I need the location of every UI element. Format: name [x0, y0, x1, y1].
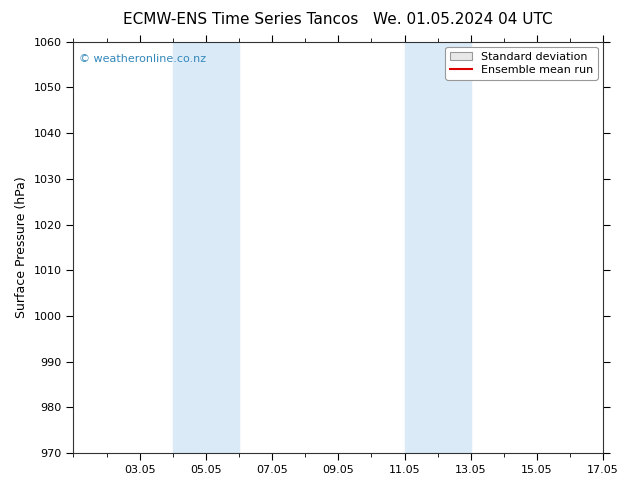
Text: ECMW-ENS Time Series Tancos: ECMW-ENS Time Series Tancos [123, 12, 359, 27]
Bar [173, 42, 206, 453]
Y-axis label: Surface Pressure (hPa): Surface Pressure (hPa) [15, 176, 28, 318]
Text: We. 01.05.2024 04 UTC: We. 01.05.2024 04 UTC [373, 12, 553, 27]
Bar [437, 42, 470, 453]
Text: © weatheronline.co.nz: © weatheronline.co.nz [79, 54, 206, 64]
Bar [206, 42, 239, 453]
Bar [404, 42, 437, 453]
Legend: Standard deviation, Ensemble mean run: Standard deviation, Ensemble mean run [445, 47, 598, 79]
